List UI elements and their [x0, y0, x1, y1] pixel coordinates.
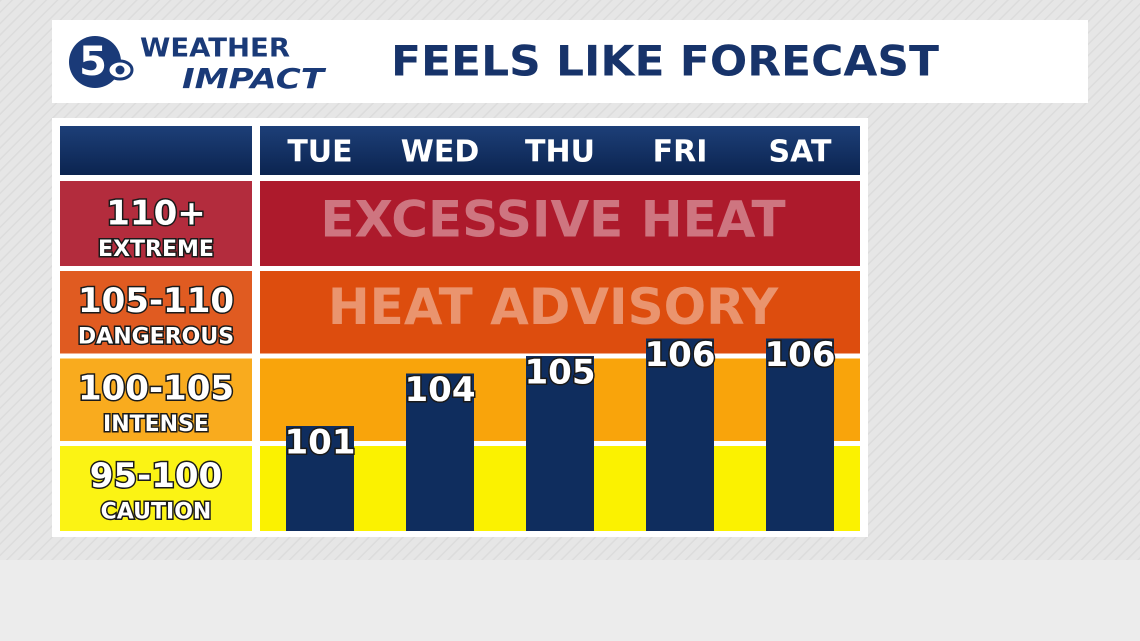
value-label: 101 — [285, 423, 356, 463]
logo: 5 WEATHER IMPACT — [69, 34, 326, 95]
bar — [766, 338, 834, 531]
band-range: 95-100 — [90, 456, 222, 496]
logo-pupil — [115, 65, 125, 75]
day-header — [260, 126, 860, 175]
chart-title: FEELS LIKE FORECAST — [391, 37, 939, 86]
band-name: INTENSE — [103, 412, 209, 437]
day-label: THU — [525, 135, 595, 170]
band-title: HEAT ADVISORY — [328, 278, 779, 336]
value-label: 106 — [645, 335, 716, 375]
logo-number: 5 — [79, 39, 107, 85]
bar — [286, 426, 354, 531]
day-label: WED — [401, 135, 480, 170]
band-name: EXTREME — [98, 237, 214, 262]
band-label-cell — [60, 181, 252, 269]
logo-circle — [69, 36, 121, 88]
value-label: 105 — [525, 353, 596, 393]
background-band — [0, 560, 1140, 641]
bar — [406, 373, 474, 531]
band-title: EXCESSIVE HEAT — [320, 190, 785, 248]
logo-line2: IMPACT — [182, 62, 326, 95]
day-label: FRI — [653, 135, 708, 170]
value-label: 104 — [405, 370, 476, 410]
day-label: TUE — [287, 135, 352, 170]
corner-cell — [60, 126, 252, 175]
plot: 95-100 CAUTION 100-105 INTENSE 105-110 DANGER… — [52, 135, 868, 531]
header-bar — [52, 20, 1088, 103]
band-range: 105-110 — [78, 281, 234, 321]
band-label-cell — [60, 356, 252, 444]
band-name: CAUTION — [101, 499, 212, 524]
band — [260, 181, 860, 269]
value-label: 106 — [765, 335, 836, 375]
band-range: 110+ — [106, 193, 205, 233]
band-label-cell — [60, 268, 252, 356]
band — [260, 268, 860, 356]
band-label-cell — [60, 443, 252, 531]
day-label: SAT — [769, 135, 832, 170]
band-range: 100-105 — [78, 368, 234, 408]
bar — [526, 356, 594, 531]
band-name: DANGEROUS — [78, 324, 234, 349]
bar — [646, 338, 714, 531]
logo-line1: WEATHER — [140, 34, 290, 64]
